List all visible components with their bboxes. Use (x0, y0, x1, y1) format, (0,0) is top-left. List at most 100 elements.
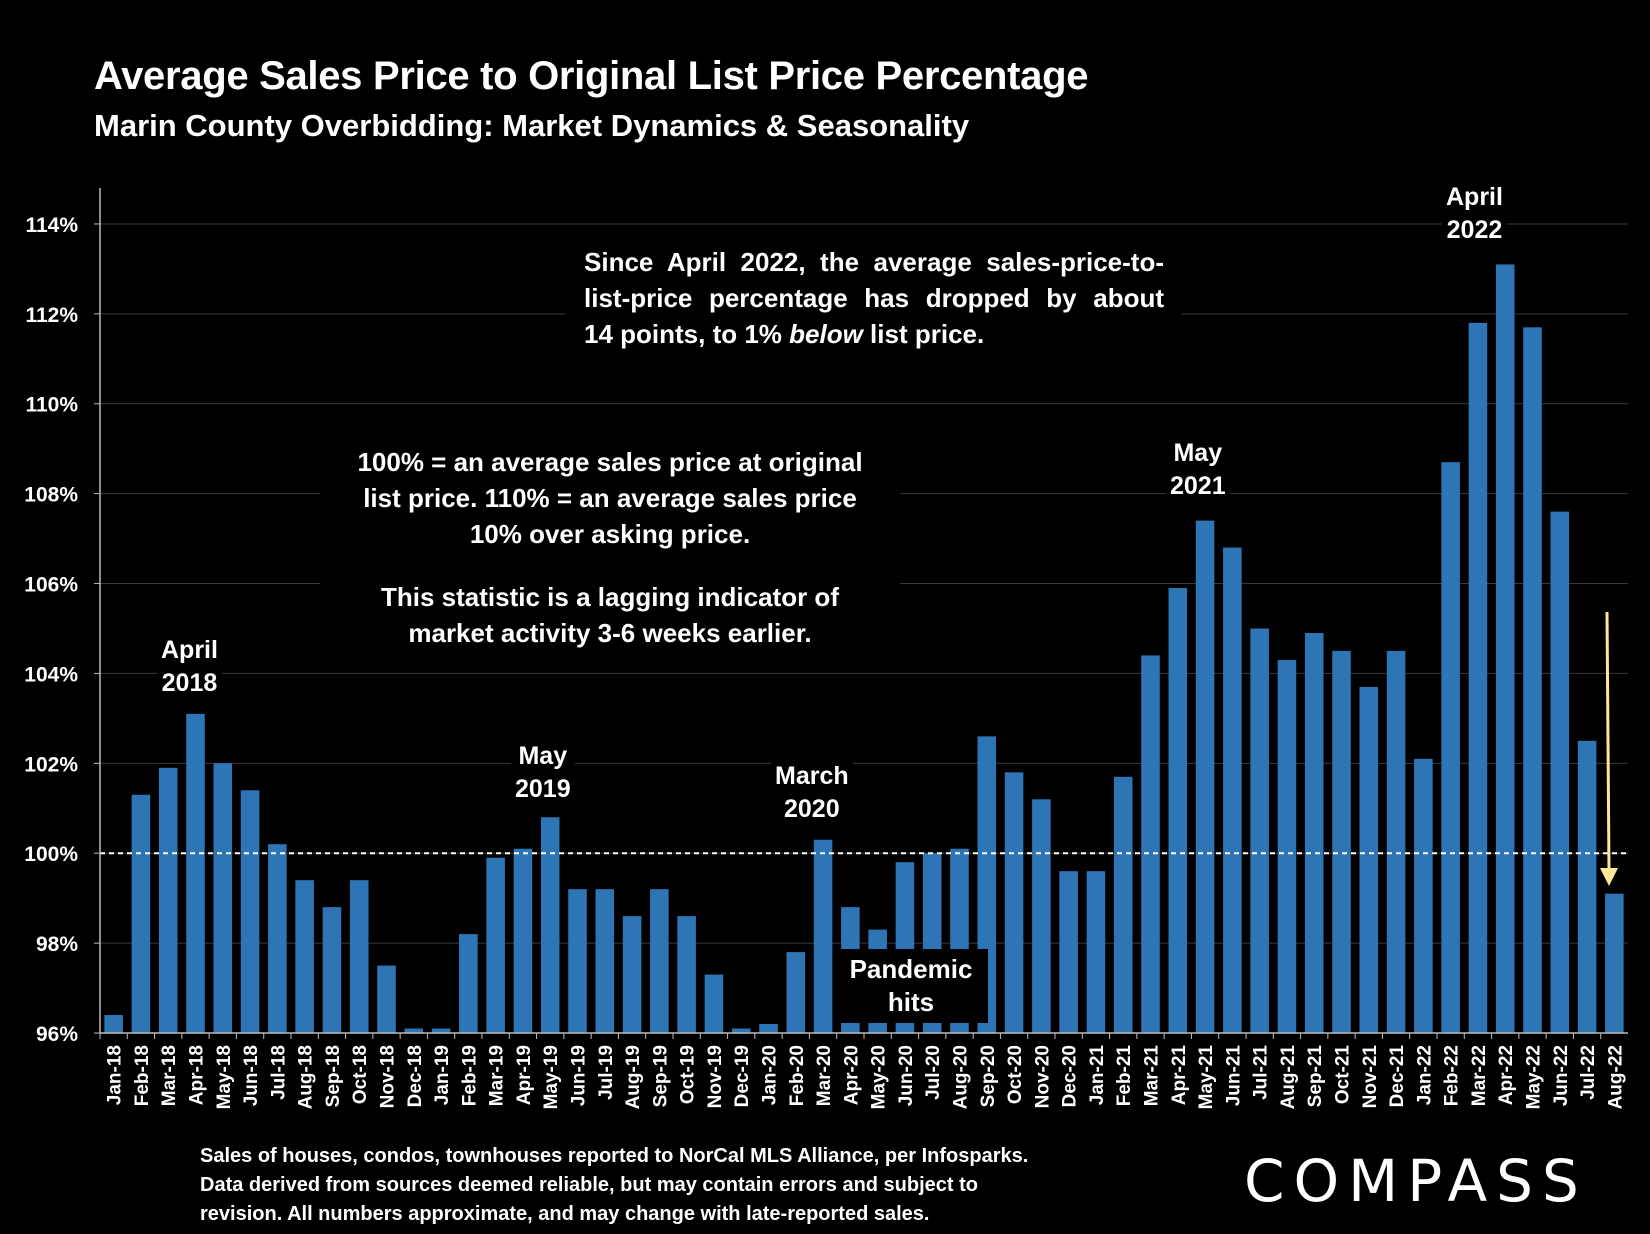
bar-Jan-20 (759, 1024, 778, 1033)
y-tick-label: 100% (24, 843, 78, 866)
bar-Jul-21 (1250, 628, 1269, 1033)
pandemic-label: Pandemic hits (834, 949, 988, 1023)
x-tick-label: Jun-22 (1551, 1045, 1572, 1106)
x-tick-label: Mar-19 (487, 1045, 508, 1106)
bar-Nov-19 (704, 974, 724, 1033)
drop-note: Since April 2022, the average sales-pric… (566, 244, 1182, 352)
x-tick-label: Oct-21 (1333, 1045, 1354, 1105)
bar-Jan-19 (431, 1028, 451, 1033)
bar-May-19 (540, 817, 560, 1033)
x-tick-label: Jan-22 (1414, 1045, 1435, 1105)
bar-May-21 (1195, 520, 1215, 1033)
x-tick-label: May-20 (869, 1045, 890, 1109)
x-tick-label: Sep-19 (650, 1045, 671, 1107)
bar-Mar-21 (1141, 655, 1160, 1033)
x-tick-label: Apr-21 (1169, 1045, 1190, 1106)
x-tick-label: Aug-21 (1278, 1045, 1299, 1110)
x-tick-label: Jul-18 (268, 1045, 289, 1100)
y-tick-label: 102% (24, 753, 78, 776)
definition-note: 100% = an average sales price at origina… (320, 444, 900, 651)
x-tick-label: Jun-21 (1223, 1045, 1244, 1107)
y-tick-label: 114% (25, 214, 78, 237)
bar-Oct-19 (677, 916, 696, 1033)
x-tick-label: Jun-20 (896, 1045, 917, 1106)
bar-Dec-18 (404, 1028, 424, 1033)
x-tick-label: Aug-20 (951, 1045, 972, 1109)
y-tick-label: 104% (24, 663, 78, 686)
lagging-note: This statistic is a lagging indicator of (381, 582, 839, 612)
compass-logo: COMPASS (1244, 1147, 1588, 1215)
x-tick-label: Feb-18 (132, 1045, 153, 1106)
x-tick-label: Apr-20 (841, 1045, 862, 1105)
bar-Jan-21 (1086, 871, 1106, 1033)
x-tick-label: Jul-19 (596, 1045, 617, 1100)
y-tick-label: 98% (36, 933, 78, 956)
x-tick-label: Dec-21 (1387, 1045, 1408, 1108)
bar-May-22 (1523, 327, 1542, 1034)
x-tick-label: Oct-18 (350, 1045, 371, 1104)
y-tick-label: 110% (25, 394, 78, 417)
x-tick-label: Nov-18 (378, 1045, 399, 1108)
bar-Mar-22 (1468, 322, 1488, 1033)
annotation-april-2018: April 2018 (157, 634, 222, 700)
bar-Jul-19 (595, 889, 615, 1033)
x-tick-label: Jun-19 (569, 1045, 590, 1106)
x-tick-label: Nov-20 (1032, 1045, 1053, 1108)
bar-Dec-21 (1386, 650, 1406, 1033)
x-tick-label: Feb-19 (459, 1045, 480, 1106)
x-tick-label: Mar-18 (159, 1045, 180, 1106)
x-tick-label: Feb-21 (1114, 1045, 1135, 1107)
x-tick-label: Mar-21 (1142, 1045, 1163, 1107)
x-tick-label: Jan-19 (432, 1045, 453, 1105)
x-tick-label: Aug-19 (623, 1045, 644, 1109)
bar-Mar-20 (813, 839, 833, 1033)
bar-Sep-21 (1304, 632, 1324, 1033)
bar-Apr-19 (513, 848, 533, 1033)
bar-Apr-22 (1495, 264, 1515, 1034)
bar-Oct-18 (349, 880, 369, 1033)
bar-Jun-18 (240, 790, 260, 1033)
annotation-april-2022: April 2022 (1442, 181, 1507, 247)
x-tick-label: Sep-18 (323, 1045, 344, 1107)
x-tick-label: Apr-19 (514, 1045, 535, 1105)
x-tick-label: Oct-19 (678, 1045, 699, 1104)
bar-Nov-21 (1359, 686, 1379, 1033)
bar-Dec-20 (1059, 871, 1078, 1033)
x-tick-label: Oct-20 (1005, 1045, 1026, 1104)
bar-Mar-18 (158, 767, 178, 1033)
x-tick-label: Jan-21 (1087, 1045, 1108, 1106)
chart-title: Average Sales Price to Original List Pri… (94, 54, 1089, 98)
source-footnote: Sales of houses, condos, townhouses repo… (200, 1145, 1029, 1225)
bar-Jul-18 (268, 844, 287, 1033)
y-tick-label: 108% (24, 484, 78, 507)
annotation-may-2019: May 2019 (511, 740, 575, 806)
x-tick-label: Dec-18 (405, 1045, 426, 1107)
bar-Jun-19 (568, 889, 587, 1033)
bar-Aug-18 (295, 880, 314, 1033)
bar-Aug-21 (1277, 659, 1297, 1033)
bar-Feb-22 (1441, 462, 1460, 1033)
bar-Aug-22 (1605, 893, 1624, 1033)
bar-Apr-18 (186, 713, 205, 1033)
x-tick-label: Nov-21 (1360, 1045, 1381, 1109)
x-tick-label: Jan-18 (105, 1045, 126, 1105)
annotation-march-2020: March 2020 (771, 760, 853, 826)
x-tick-label: Apr-22 (1496, 1045, 1517, 1105)
bar-Apr-21 (1168, 588, 1188, 1033)
bar-Oct-20 (1004, 772, 1024, 1033)
y-tick-label: 112% (25, 304, 78, 327)
bar-Jul-22 (1577, 740, 1597, 1033)
bar-Jun-22 (1550, 511, 1570, 1033)
x-tick-label: Feb-20 (787, 1045, 808, 1106)
bar-Nov-18 (377, 965, 396, 1033)
bar-Aug-19 (622, 916, 642, 1033)
chart-subtitle: Marin County Overbidding: Market Dynamic… (94, 108, 970, 143)
x-tick-label: Sep-21 (1305, 1045, 1326, 1108)
x-tick-label: Feb-22 (1442, 1045, 1463, 1106)
y-tick-label: 106% (24, 574, 78, 597)
x-tick-label: Jan-20 (760, 1045, 781, 1105)
annotation-may-2021: May 2021 (1166, 437, 1230, 503)
bar-Feb-21 (1113, 776, 1133, 1033)
x-tick-label: May-19 (541, 1045, 562, 1109)
x-tick-label: Apr-18 (187, 1045, 208, 1105)
